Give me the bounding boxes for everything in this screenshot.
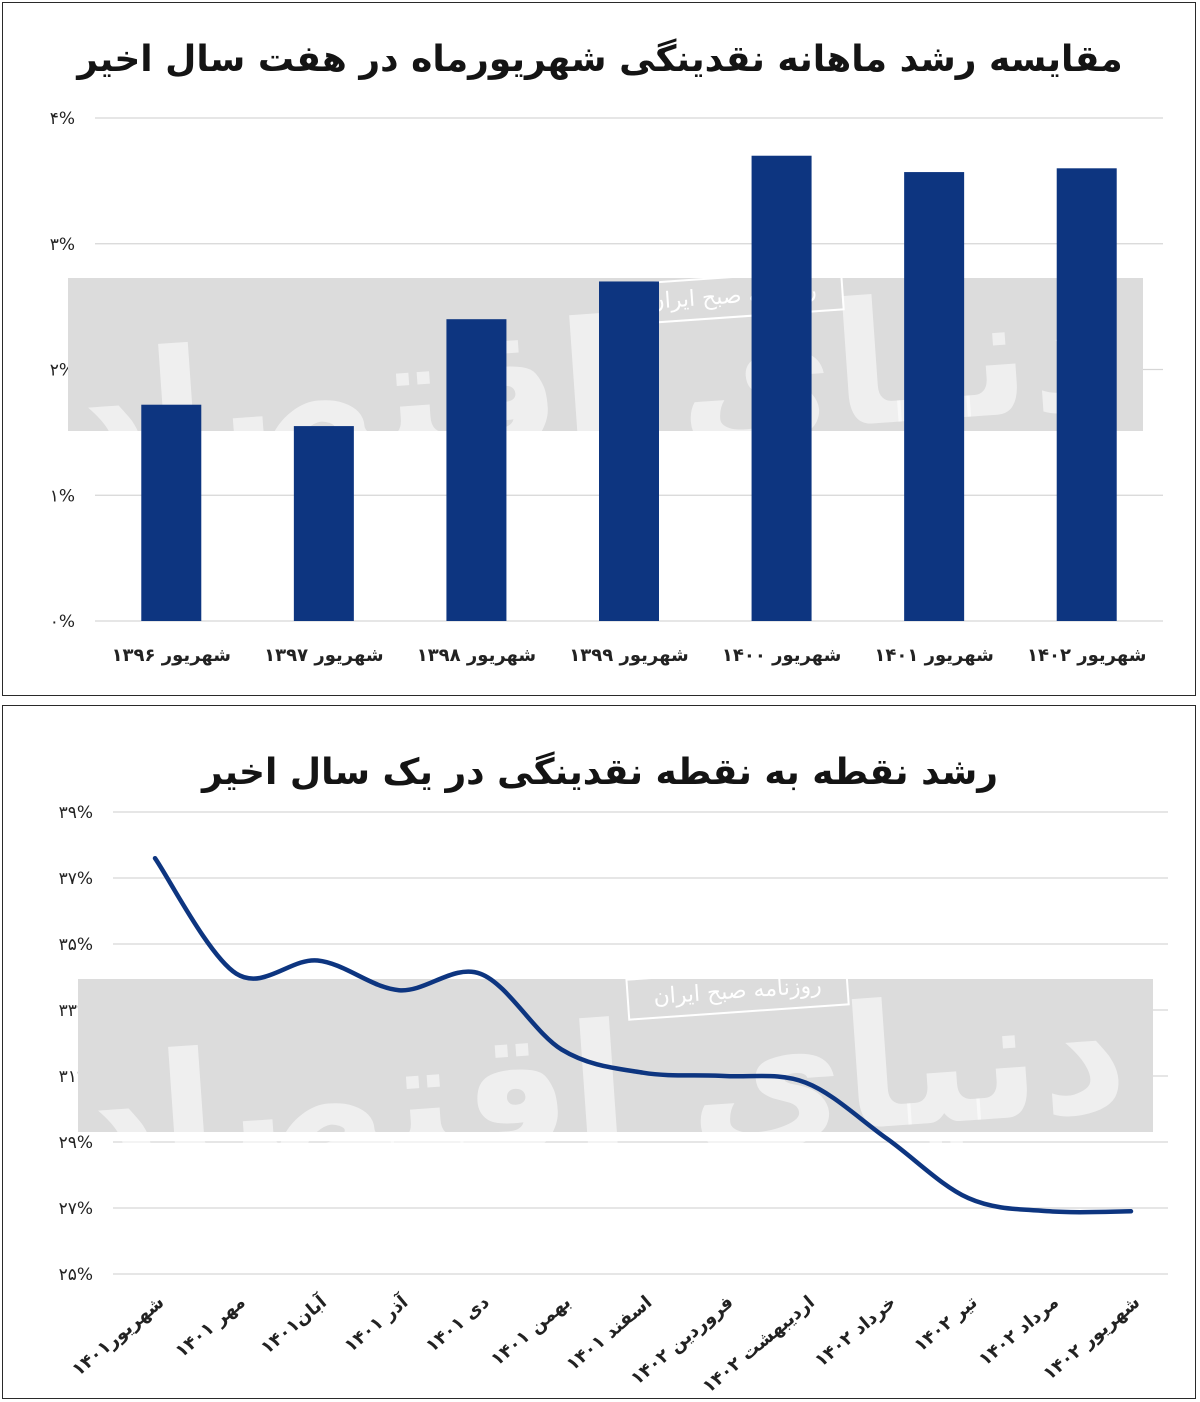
bar [904, 172, 965, 621]
y-tick-label: ۱% [50, 486, 75, 506]
y-tick-label: ۳۹% [59, 803, 93, 823]
bar [1056, 168, 1117, 622]
watermark-band [78, 979, 1153, 1132]
x-tick-label: خرداد ۱۴۰۲ [811, 1292, 900, 1372]
y-tick-label: ۳۵% [59, 935, 93, 955]
y-tick-label: ۴% [50, 109, 75, 129]
y-tick-label: ۳۷% [59, 869, 93, 889]
bar-chart: مقایسه رشد ماهانه نقدینگی شهریورماه در ه… [50, 38, 1163, 666]
x-tick-label: مهر ۱۴۰۱ [171, 1292, 249, 1362]
y-tick-label: ۲۹% [59, 1133, 93, 1153]
x-tick-label: آبان۱۴۰۱ [256, 1290, 332, 1359]
x-tick-label: شهریور ۱۳۹۶ [112, 645, 231, 666]
bar [751, 155, 812, 621]
bar-chart-title: مقایسه رشد ماهانه نقدینگی شهریورماه در ه… [75, 38, 1122, 80]
x-tick-label: شهریور ۱۳۹۸ [417, 645, 536, 666]
x-tick-label: شهریور ۱۴۰۲ [1027, 645, 1146, 666]
bar [599, 281, 659, 621]
y-tick-label: ۲۵% [59, 1265, 93, 1285]
x-tick-label: شهریور ۱۴۰۱ [874, 645, 993, 666]
bar [446, 319, 507, 621]
x-tick-label: تیر ۱۴۰۲ [910, 1292, 981, 1357]
x-tick-label: شهریور۱۴۰۱ [68, 1292, 168, 1381]
y-tick-label: ۲۷% [59, 1199, 93, 1219]
watermark-stamp-frame [625, 963, 850, 1021]
bar [293, 426, 354, 621]
bar [141, 404, 202, 621]
line-chart-title: رشد نقطه به نقطه نقدینگی در یک سال اخیر [200, 751, 998, 793]
y-tick-label: ۳% [50, 235, 75, 255]
line-chart-panel: رشد نقطه به نقطه نقدینگی در یک سال اخیر ۲… [2, 705, 1196, 1399]
x-tick-label: شهریور ۱۴۰۰ [722, 645, 841, 666]
x-tick-label: شهریور ۱۳۹۷ [264, 645, 383, 666]
bar-chart-panel: مقایسه رشد ماهانه نقدینگی شهریورماه در ه… [2, 2, 1196, 696]
y-tick-label: ۰% [50, 612, 75, 632]
x-tick-label: دی ۱۴۰۱ [422, 1292, 494, 1357]
x-tick-label: آذر ۱۴۰۱ [339, 1290, 413, 1357]
line-chart: رشد نقطه به نقطه نقدینگی در یک سال اخیر ۲… [59, 751, 1168, 1397]
series-line [152, 855, 1134, 1215]
x-tick-label: شهریور ۱۳۹۹ [569, 645, 688, 666]
